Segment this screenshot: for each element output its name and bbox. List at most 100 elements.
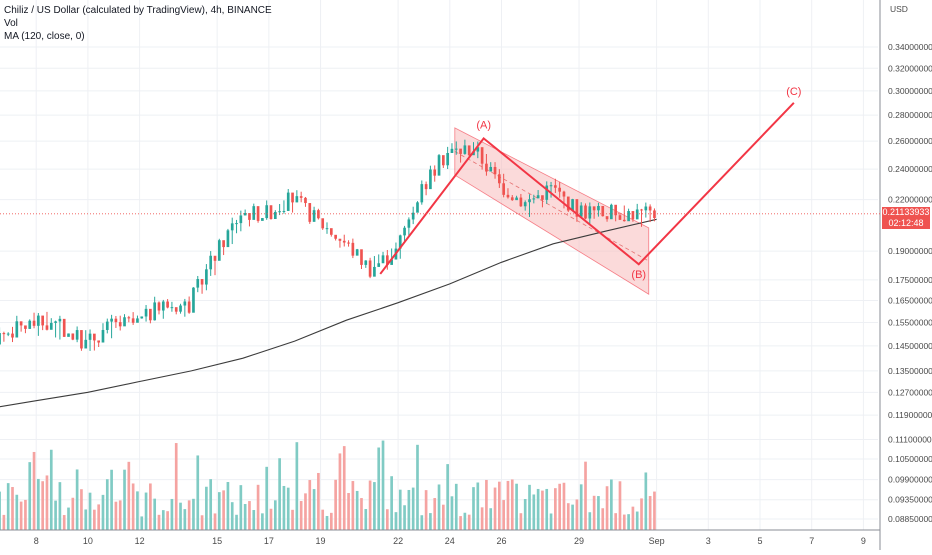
candle-body [467,145,471,156]
last-price-badge: 0.21133933 02:12:48 [882,206,930,229]
volume-bar [614,513,618,530]
volume-bar [532,494,536,530]
candle-body [403,227,406,236]
volume-bar [308,480,312,530]
volume-bar [489,508,493,530]
volume-bar [368,480,372,530]
candle-body [269,205,273,220]
volume-bar [355,490,359,530]
candle-body [597,205,600,211]
volume-bar [273,500,277,530]
volume-bar [49,449,53,530]
volume-bar [97,504,101,530]
volume-bar [54,500,57,530]
candle-body [519,197,523,207]
volume-bar [75,469,79,530]
candle-body [351,242,355,256]
candle-body [360,249,363,265]
volume-bar [498,481,501,530]
candle-body [347,242,350,244]
volume-bar [347,493,350,530]
volume-bar [123,469,126,530]
candle-body [450,148,454,154]
volume-bar [648,496,652,530]
candle-body [498,174,501,184]
volume-bar [15,494,19,530]
candle-body [373,266,376,277]
y-tick-label: 0.08850000 [888,514,932,524]
candle-body [429,169,432,190]
volume-bar [101,494,105,530]
x-tick-label: 12 [135,536,145,546]
candle-body [28,320,32,329]
candle-body [174,307,178,312]
volume-bar [295,442,299,530]
volume-bar [454,483,458,530]
candle-body [136,318,139,323]
volume-bar [424,490,428,530]
volume-bar [62,515,66,530]
currency-label: USD [890,4,908,14]
y-tick-label: 0.26000000 [888,136,932,146]
candle-body [45,325,49,330]
candle-body [411,212,415,220]
volume-bar [161,510,165,530]
candle-body [291,192,294,203]
candle-body [105,321,109,330]
volume-bar [325,515,329,530]
volume-bar [601,508,605,530]
volume-bar [472,487,475,530]
candle-body [433,169,437,176]
volume-bars [0,440,656,530]
y-tick-label: 0.22000000 [888,195,932,205]
volume-bar [536,488,540,530]
volume-bar [127,461,131,530]
candle-body [153,302,157,321]
candle-body [49,322,53,330]
wave-label: (C) [786,86,801,98]
volume-bar [209,479,213,530]
candle-body [549,185,553,187]
x-tick-label: 24 [445,536,455,546]
volume-bar [235,514,238,530]
volume-bar [433,498,437,530]
ma-legend[interactable]: MA (120, close, 0) [4,31,85,42]
candle-body [317,210,320,219]
volume-bar [304,493,307,530]
wave-annotation[interactable]: (A) (B) (C) [379,86,801,281]
candle-body [131,318,135,323]
candle-body [192,287,195,313]
volume-bar [584,461,587,530]
volume-bar [545,488,549,530]
volume-bar [463,512,467,530]
channel-band [454,127,650,295]
volume-bar [153,498,157,530]
volume-bar [549,513,553,530]
volume-bar [459,516,462,530]
candle-body [459,148,462,154]
candle-body [6,333,10,335]
volume-bar [187,500,191,530]
candle-body [377,263,381,267]
volume-bar [192,498,195,530]
candle-body [420,184,424,203]
y-tick-label: 0.12700000 [888,387,932,397]
volume-bar [144,492,148,530]
volume-bar [338,453,342,530]
candle-body [338,238,342,241]
volume-legend[interactable]: Vol [4,18,18,29]
symbol-title[interactable]: Chiliz / US Dollar (calculated by Tradin… [4,5,272,16]
candle-body [355,249,359,256]
candle-body [222,240,225,248]
volume-bar [58,482,62,530]
candle-body [480,147,484,164]
volume-bar [351,481,355,530]
volume-bar [196,455,200,530]
y-tick-label: 0.34000000 [888,42,932,52]
candle-body [390,259,393,265]
candle-body [566,196,570,211]
y-tick-label: 0.19000000 [888,246,932,256]
candle-body [308,203,312,222]
